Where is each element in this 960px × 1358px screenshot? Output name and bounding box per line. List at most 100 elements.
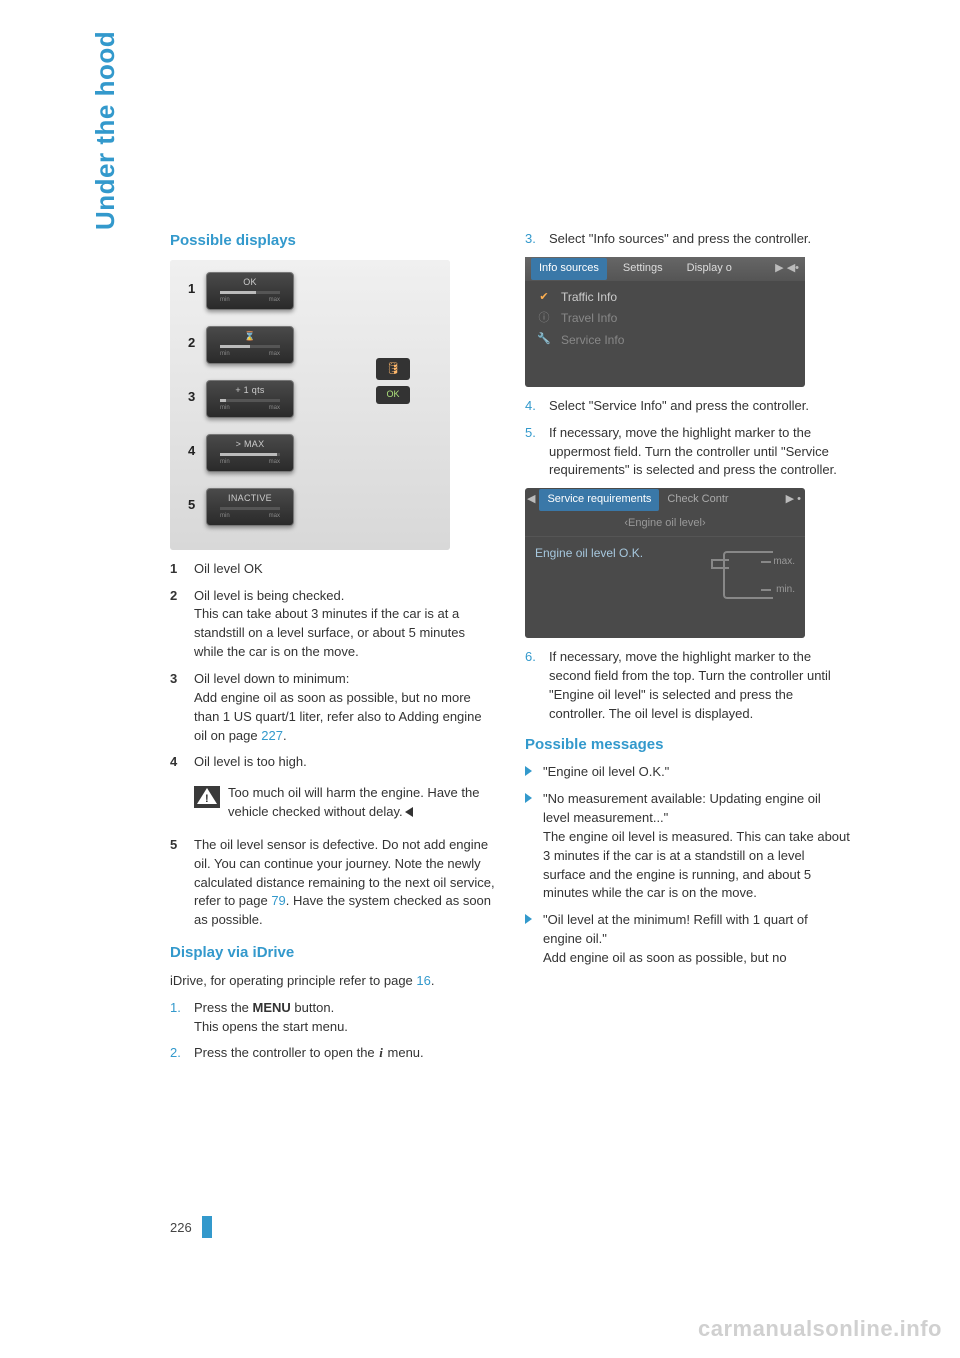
bullet-text: "No measurement available: Updating engi… xyxy=(543,790,850,903)
info-source-item[interactable]: ✔Traffic Info xyxy=(535,287,795,308)
step-row: 2.Press the controller to open the i men… xyxy=(170,1044,495,1063)
page-ref-16[interactable]: 16 xyxy=(416,973,430,988)
gauge-row: 5INACTIVEminmax xyxy=(188,488,298,526)
bullet-marker-icon xyxy=(525,911,543,968)
step-text: Press the MENU button.This opens the sta… xyxy=(194,999,495,1037)
bullet-text: "Engine oil level O.K." xyxy=(543,763,850,782)
step-num: 4. xyxy=(525,397,549,416)
bullet-marker-icon xyxy=(525,790,543,903)
svc-right-arrow-icon[interactable]: ▶ • xyxy=(786,492,801,508)
page-content: Possible displays 1OKminmax2⌛minmax3+ 1 … xyxy=(170,230,850,1071)
info-item-icon: ✔ xyxy=(535,290,553,306)
step-num: 5. xyxy=(525,424,549,481)
legend-num-5: 5 xyxy=(170,836,194,930)
info-item-icon: ⓘ xyxy=(535,311,553,327)
gauge-row: 4 > MAXminmax xyxy=(188,434,298,472)
step-text: If necessary, move the highlight marker … xyxy=(549,424,850,481)
info-source-item[interactable]: 🔧 Service Info xyxy=(535,330,795,351)
gauge-callout-num: 5 xyxy=(188,496,195,515)
figure-info-sources: Info sources Settings Display o ▶ ◀• ✔Tr… xyxy=(525,257,805,387)
svc-subheading: ‹Engine oil level› xyxy=(525,512,805,537)
legend-text: Oil level is being checked.This can take… xyxy=(194,587,495,662)
warning-text: Too much oil will harm the engine. Have … xyxy=(228,785,479,819)
legend-row: 1Oil level OK xyxy=(170,560,495,579)
info-source-item[interactable]: ⓘ Travel Info xyxy=(535,308,795,329)
display-legend-list: 1Oil level OK 2Oil level is being checked… xyxy=(170,560,495,772)
idrive-steps: 1.Press the MENU button.This opens the s… xyxy=(170,999,495,1064)
warning-box: Too much oil will harm the engine. Have … xyxy=(194,784,495,822)
step-num: 2. xyxy=(170,1044,194,1063)
step-num: 3. xyxy=(525,230,549,249)
legend-text: Oil level down to minimum:Add engine oil… xyxy=(194,670,495,745)
step-text: Select "Info sources" and press the cont… xyxy=(549,230,850,249)
legend-item-4-warning: Too much oil will harm the engine. Have … xyxy=(170,780,495,930)
gauge-row: 3+ 1 qtsminmax xyxy=(188,380,298,418)
info-item-label: Travel Info xyxy=(561,310,617,327)
heading-display-via-idrive: Display via iDrive xyxy=(170,942,495,964)
svc-tabs: ◀ Service requirements Check Contr ▶ • xyxy=(525,488,805,512)
legend-text-5: The oil level sensor is defective. Do no… xyxy=(194,836,495,930)
tab-settings[interactable]: Settings xyxy=(615,258,671,280)
idrive-intro: iDrive, for operating principle refer to… xyxy=(170,972,495,991)
steps-block-1: 3.Select "Info sources" and press the co… xyxy=(525,230,850,249)
legend-text: Oil level OK xyxy=(194,560,495,579)
tab-scroll-arrows[interactable]: ▶ ◀• xyxy=(775,261,799,277)
page-number-block: 226 xyxy=(170,1216,212,1238)
heading-possible-messages: Possible messages xyxy=(525,734,850,756)
legend-text: Oil level is too high. xyxy=(194,753,495,772)
gauge-status: + 1 qts xyxy=(235,384,264,397)
gauge-status: INACTIVE xyxy=(228,492,272,505)
figure-service-requirements: ◀ Service requirements Check Contr ▶ • ‹… xyxy=(525,488,805,638)
info-menu-glyph-icon: i xyxy=(378,1044,384,1063)
ok-pill: OK xyxy=(376,386,410,404)
menu-button-label: MENU xyxy=(253,1000,291,1015)
gauge-box: > MAXminmax xyxy=(206,434,294,472)
page-marker-icon xyxy=(202,1216,212,1238)
gauge-callout-num: 2 xyxy=(188,334,195,353)
svc-status-text: Engine oil level O.K. xyxy=(535,545,687,562)
info-tabs: Info sources Settings Display o ▶ ◀• xyxy=(525,257,805,281)
info-item-label: Service Info xyxy=(561,332,624,349)
legend-row: 4Oil level is too high. xyxy=(170,753,495,772)
info-sources-screen: Info sources Settings Display o ▶ ◀• ✔Tr… xyxy=(525,257,805,387)
legend-num: 1 xyxy=(170,560,194,579)
messages-list: "Engine oil level O.K." "No measurement a… xyxy=(525,763,850,967)
info-item-icon: 🔧 xyxy=(535,332,553,348)
step-text: If necessary, move the highlight marker … xyxy=(549,648,850,723)
gauge-box: + 1 qtsminmax xyxy=(206,380,294,418)
steps-block-2: 4.Select "Service Info" and press the co… xyxy=(525,397,850,480)
gauge-box: OKminmax xyxy=(206,272,294,310)
info-item-list: ✔Traffic Info ⓘ Travel Info 🔧 Service Info xyxy=(525,281,805,357)
gauge-status: > MAX xyxy=(236,438,265,451)
gauge-status: OK xyxy=(243,276,257,289)
gauge-row: 2⌛minmax xyxy=(188,326,298,364)
step-row: 5.If necessary, move the highlight marke… xyxy=(525,424,850,481)
tab-display[interactable]: Display o xyxy=(679,258,740,280)
page-ref[interactable]: 227 xyxy=(261,728,283,743)
legend-row: 2Oil level is being checked.This can tak… xyxy=(170,587,495,662)
step-num: 6. xyxy=(525,648,549,723)
step-text: Select "Service Info" and press the cont… xyxy=(549,397,850,416)
right-column: 3.Select "Info sources" and press the co… xyxy=(525,230,850,1071)
tab-check-control[interactable]: Check Contr xyxy=(659,489,736,511)
gauge-row: 1OKminmax xyxy=(188,272,298,310)
step-text: Press the controller to open the i menu. xyxy=(194,1044,495,1063)
gauge-min-label: min. xyxy=(776,583,795,598)
legend-num: 4 xyxy=(170,753,194,772)
tab-info-sources[interactable]: Info sources xyxy=(531,258,607,280)
svc-left-arrow-icon[interactable]: ◀ xyxy=(527,492,535,508)
idrive-post: . xyxy=(431,973,435,988)
section-side-label: Under the hood xyxy=(90,31,121,230)
idrive-pre: iDrive, for operating principle refer to… xyxy=(170,973,416,988)
end-marker-icon xyxy=(405,807,413,817)
tab-service-requirements[interactable]: Service requirements xyxy=(539,489,659,511)
left-column: Possible displays 1OKminmax2⌛minmax3+ 1 … xyxy=(170,230,495,1071)
service-requirements-screen: ◀ Service requirements Check Contr ▶ • ‹… xyxy=(525,488,805,638)
steps-block-3: 6.If necessary, move the highlight marke… xyxy=(525,648,850,723)
watermark: carmanualsonline.info xyxy=(698,1316,942,1342)
svc-body: Engine oil level O.K. max. min. xyxy=(525,537,805,611)
gauge-callout-num: 4 xyxy=(188,442,195,461)
bullet-text: "Oil level at the minimum! Refill with 1… xyxy=(543,911,850,968)
step-row: 4.Select "Service Info" and press the co… xyxy=(525,397,850,416)
page-ref-79[interactable]: 79 xyxy=(271,893,285,908)
